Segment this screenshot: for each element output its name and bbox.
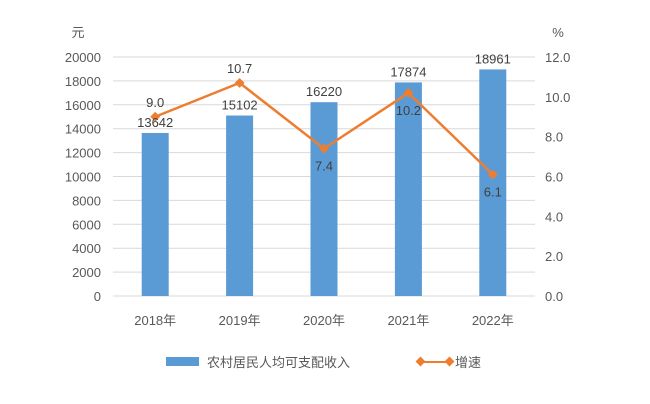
x-tick-label: 2018年 <box>134 313 176 328</box>
right-axis-ticks: 0.0 2.0 4.0 6.0 8.0 10.0 12.0 <box>545 50 570 304</box>
line-value-label: 6.1 <box>484 185 502 200</box>
line-diamond-swatch-icon <box>415 355 455 369</box>
line-value-label: 10.7 <box>227 61 252 76</box>
left-axis-unit: 元 <box>71 25 84 40</box>
left-tick-label: 4000 <box>72 241 101 256</box>
bar <box>141 132 169 296</box>
right-tick-label: 0.0 <box>545 289 563 304</box>
bar <box>226 115 254 296</box>
right-tick-label: 10.0 <box>545 90 570 105</box>
line-value-label: 7.4 <box>315 159 333 174</box>
bar-swatch-icon <box>166 357 199 366</box>
growth-line <box>150 77 498 180</box>
right-tick-label: 12.0 <box>545 50 570 65</box>
bar-value-label: 15102 <box>222 98 258 113</box>
line-value-label: 9.0 <box>146 95 164 110</box>
legend-item-growth: 增速 <box>415 352 482 371</box>
diamond-marker-icon <box>319 143 329 154</box>
right-tick-label: 2.0 <box>545 249 563 264</box>
left-tick-label: 6000 <box>72 217 101 232</box>
right-tick-label: 4.0 <box>545 209 563 224</box>
diamond-marker-icon <box>234 77 245 88</box>
left-tick-label: 18000 <box>65 74 101 89</box>
bar <box>479 69 507 297</box>
left-tick-label: 12000 <box>65 146 101 161</box>
legend: 农村居民人均可支配收入 增速 <box>0 352 650 372</box>
right-axis-unit: % <box>552 25 564 40</box>
left-tick-label: 20000 <box>65 50 101 65</box>
left-tick-label: 14000 <box>65 122 101 137</box>
line-value-label: 10.2 <box>396 103 421 118</box>
x-axis-ticks: 2018年 2019年 2020年 2021年 2022年 <box>134 313 514 328</box>
x-tick-label: 2021年 <box>387 313 429 328</box>
bar-value-label: 16220 <box>306 84 342 99</box>
legend-label-income: 农村居民人均可支配收入 <box>207 355 351 370</box>
line-data-labels: 9.0 10.7 7.4 10.2 6.1 <box>146 61 502 200</box>
left-tick-label: 16000 <box>65 98 101 113</box>
diamond-marker-icon <box>487 169 498 180</box>
diamond-marker-icon <box>150 111 161 122</box>
x-tick-label: 2019年 <box>219 313 261 328</box>
right-tick-label: 8.0 <box>545 130 563 145</box>
bar <box>394 82 422 296</box>
left-tick-label: 8000 <box>72 193 101 208</box>
bar <box>310 102 338 297</box>
legend-label-growth: 增速 <box>455 355 482 370</box>
right-tick-label: 6.0 <box>545 170 563 185</box>
income-bars <box>141 69 507 297</box>
x-tick-label: 2020年 <box>303 313 345 328</box>
x-tick-label: 2022年 <box>472 313 514 328</box>
left-axis-ticks: 0 2000 4000 6000 8000 10000 12000 14000 16000 180… <box>65 50 101 304</box>
left-tick-label: 10000 <box>65 170 101 185</box>
bar-value-label: 13642 <box>137 115 173 130</box>
bar-value-label: 18961 <box>475 51 511 66</box>
bar-value-label: 17874 <box>390 64 426 79</box>
legend-item-income: 农村居民人均可支配收入 <box>166 352 350 371</box>
bar-data-labels: 13642 15102 16220 17874 18961 <box>137 51 511 130</box>
left-tick-label: 2000 <box>72 265 101 280</box>
left-tick-label: 0 <box>94 289 101 304</box>
